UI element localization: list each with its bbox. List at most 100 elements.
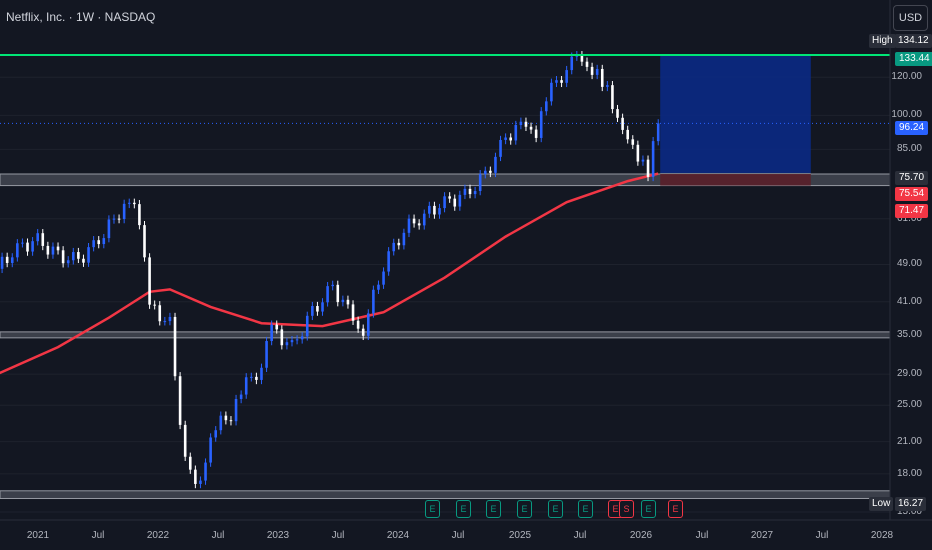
candle-body bbox=[51, 246, 55, 255]
candle-body bbox=[585, 61, 589, 67]
candle-body bbox=[412, 218, 416, 224]
earnings-marker[interactable]: S bbox=[619, 500, 634, 518]
candle-body bbox=[209, 437, 212, 463]
candle-body bbox=[173, 316, 177, 377]
candle-body bbox=[341, 299, 345, 303]
candle-body bbox=[422, 213, 426, 226]
candle-body bbox=[250, 376, 253, 378]
time-tick: Jul bbox=[91, 530, 105, 541]
candle-body bbox=[178, 376, 182, 425]
time-tick: Jul bbox=[695, 530, 709, 541]
symbol-title[interactable]: Netflix, Inc. · 1W · NASDAQ bbox=[6, 10, 156, 24]
candle-body bbox=[356, 320, 360, 329]
stop-zone bbox=[660, 173, 811, 186]
candle-body bbox=[305, 315, 309, 337]
candle-body bbox=[97, 240, 101, 245]
candle-body bbox=[428, 205, 431, 214]
candle-body bbox=[524, 121, 528, 127]
candle-body bbox=[188, 456, 192, 470]
candle-body bbox=[621, 117, 624, 130]
earnings-marker[interactable]: E bbox=[668, 500, 683, 518]
price-tick: 41.00 bbox=[896, 295, 922, 307]
candle-body bbox=[311, 306, 314, 316]
candle-body bbox=[143, 225, 146, 258]
candle-body bbox=[402, 232, 406, 246]
candlesticks bbox=[0, 50, 660, 489]
price-tick: 21.00 bbox=[896, 435, 922, 447]
candle-body bbox=[509, 137, 513, 141]
candle-body bbox=[31, 241, 34, 252]
candle-body bbox=[641, 159, 645, 162]
candle-body bbox=[534, 129, 538, 138]
candle-body bbox=[631, 139, 635, 145]
candle-body bbox=[316, 306, 319, 312]
candle-body bbox=[163, 321, 167, 323]
candle-body bbox=[224, 415, 228, 421]
candle-body bbox=[453, 198, 457, 207]
candle-body bbox=[87, 247, 90, 263]
candle-body bbox=[514, 125, 518, 141]
price-tick: 35.00 bbox=[896, 328, 922, 340]
candle-body bbox=[265, 341, 268, 368]
candle-body bbox=[270, 324, 273, 342]
moving-average bbox=[0, 172, 659, 375]
time-tick: Jul bbox=[815, 530, 829, 541]
earnings-marker[interactable]: E bbox=[641, 500, 656, 518]
candle-body bbox=[590, 66, 594, 75]
time-tick: 2026 bbox=[629, 530, 653, 541]
earnings-marker[interactable]: E bbox=[517, 500, 532, 518]
price-tick: 15.00 bbox=[896, 506, 922, 517]
earnings-marker[interactable]: E bbox=[456, 500, 471, 518]
time-tick: 2023 bbox=[266, 530, 290, 541]
earnings-marker[interactable]: E bbox=[425, 500, 440, 518]
candle-body bbox=[397, 242, 401, 246]
candle-body bbox=[539, 111, 543, 138]
candle-body bbox=[127, 202, 131, 204]
candle-body bbox=[244, 377, 248, 395]
low-value: 16.27 bbox=[895, 497, 927, 511]
candle-body bbox=[92, 240, 95, 248]
candle-body bbox=[478, 174, 482, 192]
candle-body bbox=[499, 139, 502, 157]
earnings-marker[interactable]: E bbox=[548, 500, 563, 518]
candle-body bbox=[656, 123, 660, 142]
candle-body bbox=[168, 316, 172, 322]
price-tick: 61.00 bbox=[896, 212, 922, 224]
candle-body bbox=[494, 156, 497, 173]
price-tick: 120.00 bbox=[891, 71, 922, 83]
candle-body bbox=[504, 137, 507, 140]
earnings-marker[interactable]: E bbox=[578, 500, 593, 518]
time-tick: 2021 bbox=[26, 530, 50, 541]
long-position-tool[interactable] bbox=[660, 55, 811, 186]
candle-body bbox=[361, 328, 365, 336]
candle-body bbox=[133, 202, 136, 205]
candle-body bbox=[636, 144, 640, 162]
price-tick: 85.00 bbox=[896, 143, 922, 155]
time-tick: Jul bbox=[331, 530, 345, 541]
candle-body bbox=[66, 260, 70, 264]
candle-body bbox=[555, 80, 558, 83]
candle-body bbox=[565, 70, 568, 83]
candle-body bbox=[194, 469, 197, 484]
candle-body bbox=[26, 242, 29, 252]
candle-body bbox=[443, 196, 446, 209]
price-tag: 75.70 bbox=[895, 171, 929, 185]
price-tag: 133.44 bbox=[895, 52, 932, 66]
ma-line bbox=[0, 172, 659, 375]
candle-body bbox=[10, 257, 14, 263]
candle-body bbox=[153, 304, 156, 306]
candle-body bbox=[77, 252, 80, 259]
currency-button[interactable]: USD bbox=[893, 5, 928, 31]
candle-body bbox=[392, 242, 396, 252]
candle-body bbox=[107, 219, 111, 239]
candle-body bbox=[82, 258, 85, 263]
candle-body bbox=[606, 85, 609, 87]
time-tick: Jul bbox=[451, 530, 465, 541]
candle-body bbox=[417, 223, 421, 226]
candle-body bbox=[458, 194, 462, 207]
earnings-marker[interactable]: E bbox=[486, 500, 501, 518]
time-tick: 2028 bbox=[870, 530, 894, 541]
candle-body bbox=[16, 243, 19, 258]
candle-body bbox=[366, 313, 370, 336]
